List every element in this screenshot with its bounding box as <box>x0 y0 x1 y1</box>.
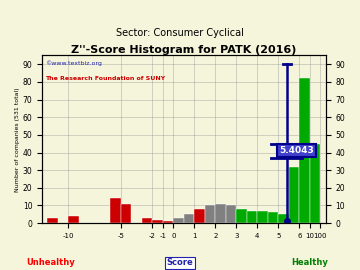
Text: Unhealthy: Unhealthy <box>26 258 75 267</box>
Bar <box>163 221 174 223</box>
Bar <box>184 214 194 223</box>
Bar <box>299 78 310 223</box>
Text: Sector: Consumer Cyclical: Sector: Consumer Cyclical <box>116 28 244 38</box>
Bar <box>68 216 79 223</box>
Bar <box>268 212 278 223</box>
Text: Score: Score <box>167 258 193 267</box>
Bar <box>174 218 184 223</box>
Bar <box>205 205 215 223</box>
Title: Z''-Score Histogram for PATK (2016): Z''-Score Histogram for PATK (2016) <box>71 45 297 55</box>
Text: The Research Foundation of SUNY: The Research Foundation of SUNY <box>45 76 165 80</box>
Bar <box>226 205 237 223</box>
Bar <box>237 209 247 223</box>
Bar <box>194 209 205 223</box>
Text: 5.4043: 5.4043 <box>279 146 314 155</box>
Bar <box>111 198 121 223</box>
Y-axis label: Number of companies (531 total): Number of companies (531 total) <box>15 87 20 192</box>
Bar <box>278 214 289 223</box>
Bar <box>257 211 268 223</box>
Bar <box>289 167 299 223</box>
Bar <box>247 211 257 223</box>
Text: Healthy: Healthy <box>291 258 328 267</box>
Bar <box>310 144 320 223</box>
Bar <box>215 204 226 223</box>
Bar <box>142 218 152 223</box>
Bar <box>121 204 131 223</box>
Text: ©www.textbiz.org: ©www.textbiz.org <box>45 60 102 66</box>
Bar <box>48 218 58 223</box>
Bar <box>152 220 163 223</box>
